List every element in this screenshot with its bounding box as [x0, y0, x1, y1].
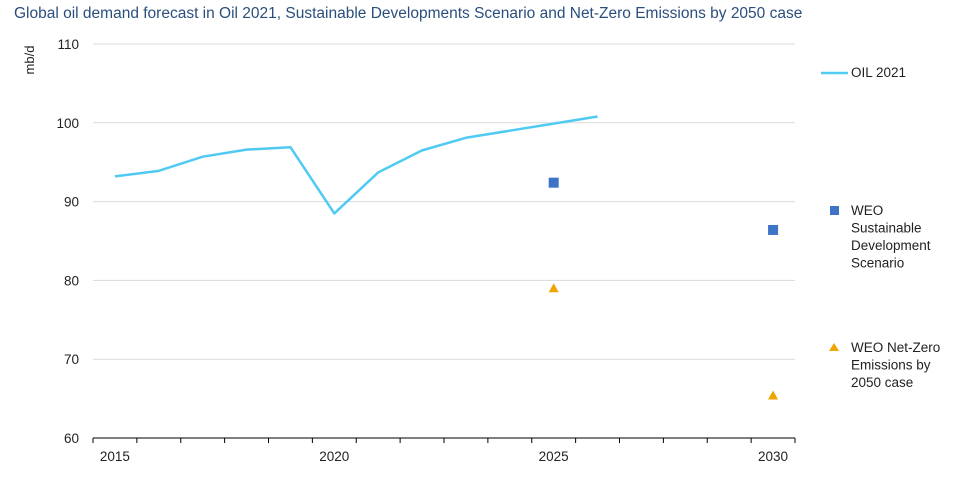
legend-label: 2050 case: [851, 375, 913, 390]
y-tick-label: 80: [64, 273, 79, 288]
legend-label: WEO Net-Zero: [851, 340, 940, 355]
y-tick-label: 110: [57, 37, 79, 52]
legend-label: WEO: [851, 203, 883, 218]
legend-label: Scenario: [851, 256, 904, 271]
legend-swatch-triangle: [829, 343, 839, 351]
legend-label: Sustainable: [851, 221, 922, 236]
x-tick-label: 2030: [758, 449, 788, 464]
x-tick-label: 2020: [319, 449, 349, 464]
y-tick-label: 100: [56, 116, 79, 131]
chart-title: Global oil demand forecast in Oil 2021, …: [14, 5, 803, 22]
legend-label: Development: [851, 238, 931, 253]
point-nze: [548, 283, 559, 293]
y-tick-label: 60: [64, 431, 79, 446]
point-sds: [768, 224, 779, 235]
series-line-oil-2021: [114, 115, 598, 215]
y-tick-label: 70: [64, 352, 79, 367]
y-axis-unit: mb/d: [22, 46, 37, 75]
x-tick-label: 2015: [100, 449, 130, 464]
x-tick-label: 2025: [539, 449, 569, 464]
y-tick-label: 90: [64, 195, 79, 210]
legend-swatch-square: [830, 206, 839, 215]
legend-label: OIL 2021: [851, 65, 906, 80]
point-nze: [768, 390, 779, 400]
point-sds: [548, 177, 559, 188]
legend-label: Emissions by: [851, 358, 931, 373]
